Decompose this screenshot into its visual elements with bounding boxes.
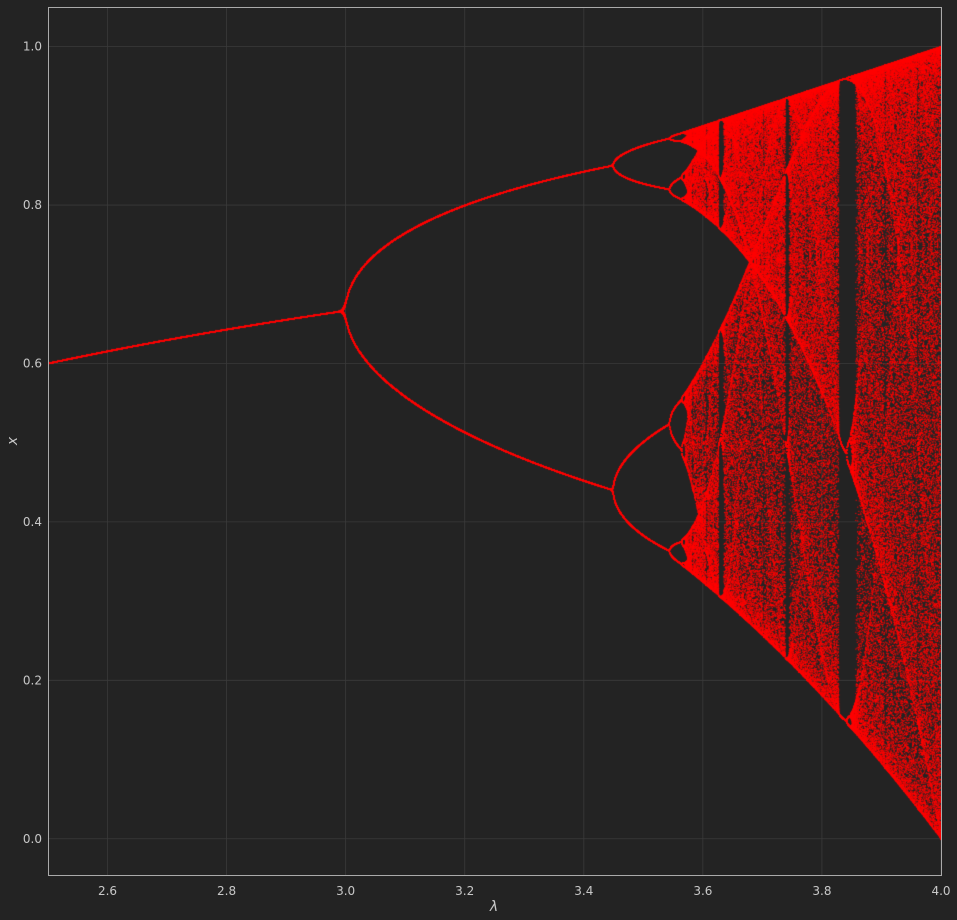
x-tick-label: 2.6 [98,884,117,898]
x-tick-label: 3.0 [336,884,355,898]
x-tick-label: 3.2 [455,884,474,898]
x-axis-label: λ [489,899,498,915]
y-tick-label: 0.6 [23,356,42,370]
y-axis-label: x [5,436,21,446]
x-axis-ticks: 2.6 2.8 3.0 3.2 3.4 3.6 3.8 4.0 [98,884,951,898]
y-tick-label: 0.0 [23,832,42,846]
y-tick-label: 0.4 [23,515,42,529]
x-tick-label: 3.4 [574,884,593,898]
x-tick-label: 3.6 [693,884,712,898]
bifurcation-points [48,7,941,876]
y-tick-label: 0.8 [23,198,42,212]
x-tick-label: 3.8 [812,884,831,898]
y-axis-ticks: 0.0 0.2 0.4 0.6 0.8 1.0 [23,40,42,846]
x-tick-label: 4.0 [931,884,950,898]
x-tick-label: 2.8 [217,884,236,898]
y-tick-label: 1.0 [23,40,42,54]
y-tick-label: 0.2 [23,673,42,687]
